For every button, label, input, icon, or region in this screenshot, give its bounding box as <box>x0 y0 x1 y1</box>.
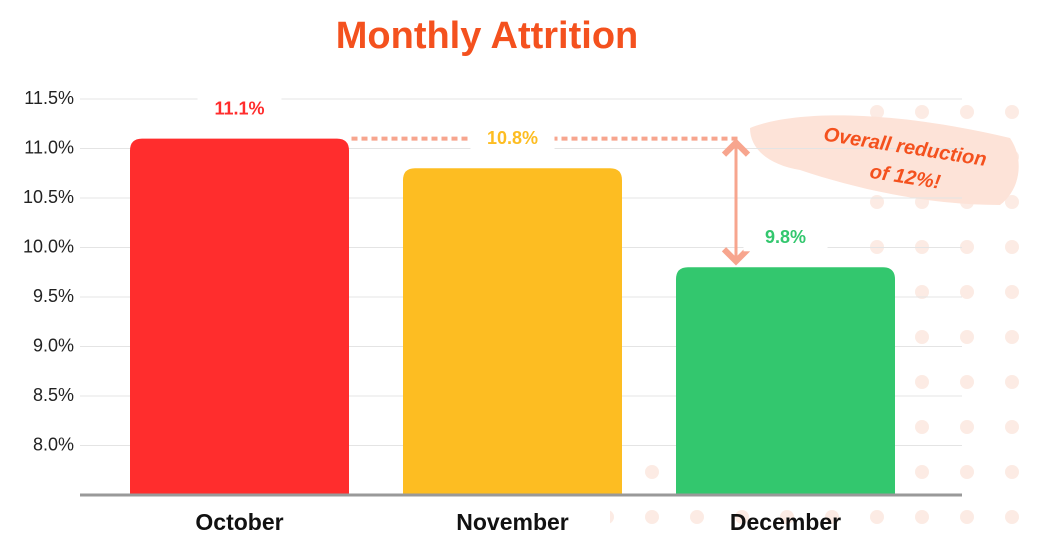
y-tick-label: 9.0% <box>33 335 74 355</box>
x-tick-label: December <box>730 509 841 535</box>
chart: Monthly Attrition 8.0% 8.5% 9.0% 9.5% 10.0% 1… <box>0 0 1050 536</box>
chart-title: Monthly Attrition <box>336 15 639 57</box>
value-label: 11.1% <box>214 98 264 118</box>
y-tick-label: 11.0% <box>24 137 74 157</box>
y-tick-label: 11.5% <box>24 88 74 108</box>
value-label: 9.8% <box>765 227 806 247</box>
y-tick-label: 10.5% <box>23 187 74 207</box>
bar <box>130 139 349 495</box>
page: {"chart_data": {"type": "bar", "title": … <box>0 0 1050 536</box>
y-tick-label: 10.0% <box>23 236 74 256</box>
x-tick-label: October <box>195 509 283 535</box>
bar <box>403 168 622 495</box>
bar <box>676 267 895 495</box>
y-tick-label: 8.5% <box>33 385 74 405</box>
y-tick-label: 9.5% <box>33 286 74 306</box>
y-tick-label: 8.0% <box>33 434 74 454</box>
x-tick-label: November <box>456 509 569 535</box>
value-label: 10.8% <box>487 128 538 148</box>
